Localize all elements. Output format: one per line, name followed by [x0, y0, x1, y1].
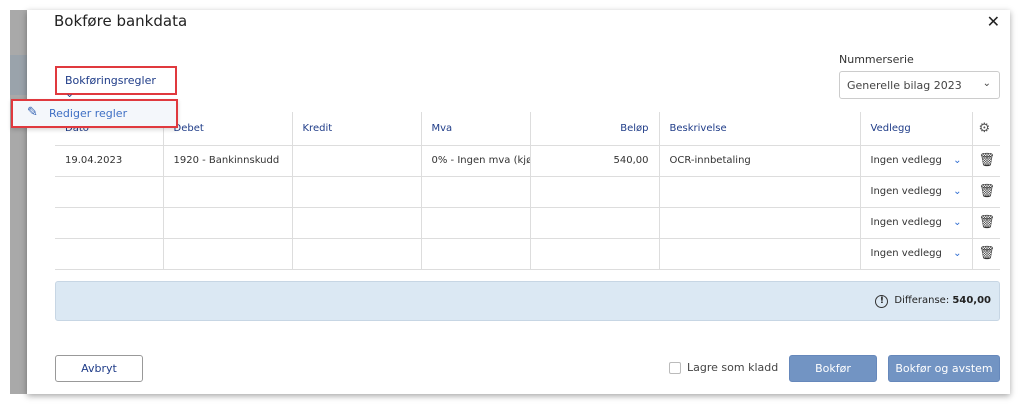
cell-amount[interactable]: [529, 238, 659, 270]
cell-credit[interactable]: [291, 207, 421, 239]
cell-description[interactable]: [658, 238, 860, 270]
table-row: Ingen vedlegg ⌄ 🗑: [55, 238, 1000, 270]
posting-rules-dropdown[interactable]: Bokføringsregler ⌄: [55, 66, 177, 100]
cell-vat[interactable]: 0% - Ingen mva (kjø: [420, 145, 530, 177]
background-block: [10, 55, 30, 95]
attachment-value: Ingen vedlegg: [870, 186, 942, 197]
table-row: Ingen vedlegg ⌄ 🗑: [55, 176, 1000, 208]
header-vat: Mva: [420, 112, 530, 146]
difference-banner: ! Differanse: 540,00: [55, 281, 1000, 321]
table-row: 19.04.2023 1920 - Bankinnskudd 0% - Ingen …: [55, 145, 1000, 177]
table-row: Ingen vedlegg ⌄ 🗑: [55, 207, 1000, 239]
cell-vat[interactable]: [420, 176, 530, 208]
chevron-down-icon: ⌄: [953, 248, 962, 259]
attachment-select[interactable]: Ingen vedlegg ⌄: [859, 238, 972, 270]
cell-date[interactable]: [55, 176, 163, 208]
menu-item-edit-rules[interactable]: ✎ Rediger regler: [11, 99, 178, 128]
dialog-title: Bokføre bankdata: [54, 12, 188, 30]
cancel-button[interactable]: Avbryt: [55, 355, 143, 382]
post-bank-data-dialog: Bokføre bankdata ✕ Bokføringsregler ⌄ ✎ R…: [11, 10, 1010, 394]
close-icon[interactable]: ✕: [986, 12, 1000, 31]
attachment-select[interactable]: Ingen vedlegg ⌄: [859, 176, 972, 208]
cell-debit[interactable]: [162, 176, 292, 208]
cell-vat[interactable]: [420, 238, 530, 270]
chevron-down-icon: ⌄: [953, 217, 962, 228]
settings-icon[interactable]: ⚙: [971, 112, 1000, 146]
chevron-down-icon: ⌄: [65, 87, 75, 100]
cell-vat[interactable]: [420, 207, 530, 239]
alert-circle-icon: !: [875, 295, 889, 308]
cell-amount[interactable]: 540,00: [529, 145, 659, 177]
post-button[interactable]: Bokfør: [789, 355, 877, 382]
entries-table: Dato Debet Kredit Mva Beløp Beskrivelse …: [55, 112, 1000, 270]
number-series-select[interactable]: Generelle bilag 2023 ⌄: [839, 71, 1000, 99]
chevron-down-icon: ⌄: [982, 78, 991, 89]
posting-rules-label: Bokføringsregler: [65, 74, 156, 87]
header-description: Beskrivelse: [658, 112, 860, 146]
menu-item-label: Rediger regler: [49, 107, 128, 120]
delete-icon[interactable]: 🗑: [971, 145, 1000, 177]
difference-label: Differanse:: [894, 295, 950, 306]
cell-date[interactable]: [55, 238, 163, 270]
cell-amount[interactable]: [529, 176, 659, 208]
cell-amount[interactable]: [529, 207, 659, 239]
delete-icon[interactable]: 🗑: [971, 207, 1000, 239]
delete-icon[interactable]: 🗑: [971, 238, 1000, 270]
cell-debit[interactable]: [162, 238, 292, 270]
number-series-value: Generelle bilag 2023: [847, 79, 962, 92]
cell-description[interactable]: [658, 176, 860, 208]
attachment-value: Ingen vedlegg: [870, 248, 942, 259]
cell-credit[interactable]: [291, 145, 421, 177]
save-as-draft-checkbox[interactable]: [669, 362, 681, 374]
chevron-down-icon: ⌄: [953, 155, 962, 166]
attachment-select[interactable]: Ingen vedlegg ⌄: [859, 207, 972, 239]
header-amount: Beløp: [529, 112, 659, 146]
header-attachment: Vedlegg: [859, 112, 972, 146]
cell-credit[interactable]: [291, 176, 421, 208]
attachment-select[interactable]: Ingen vedlegg ⌄: [859, 145, 972, 177]
attachment-value: Ingen vedlegg: [870, 217, 942, 228]
delete-icon[interactable]: 🗑: [971, 176, 1000, 208]
cell-date[interactable]: 19.04.2023: [55, 145, 163, 177]
header-credit: Kredit: [291, 112, 421, 146]
cell-description[interactable]: [658, 207, 860, 239]
cell-date[interactable]: [55, 207, 163, 239]
attachment-value: Ingen vedlegg: [870, 155, 942, 166]
pencil-icon: ✎: [27, 105, 38, 120]
number-series-label: Nummerserie: [839, 53, 914, 66]
post-and-reconcile-button[interactable]: Bokfør og avstem: [888, 355, 1000, 382]
chevron-down-icon: ⌄: [953, 186, 962, 197]
cell-debit[interactable]: 1920 - Bankinnskudd: [162, 145, 292, 177]
header-debit: Debet: [162, 112, 292, 146]
cell-debit[interactable]: [162, 207, 292, 239]
cell-credit[interactable]: [291, 238, 421, 270]
difference-value: 540,00: [952, 295, 991, 306]
save-as-draft-label: Lagre som kladd: [687, 361, 779, 374]
cell-description[interactable]: OCR-innbetaling: [658, 145, 860, 177]
